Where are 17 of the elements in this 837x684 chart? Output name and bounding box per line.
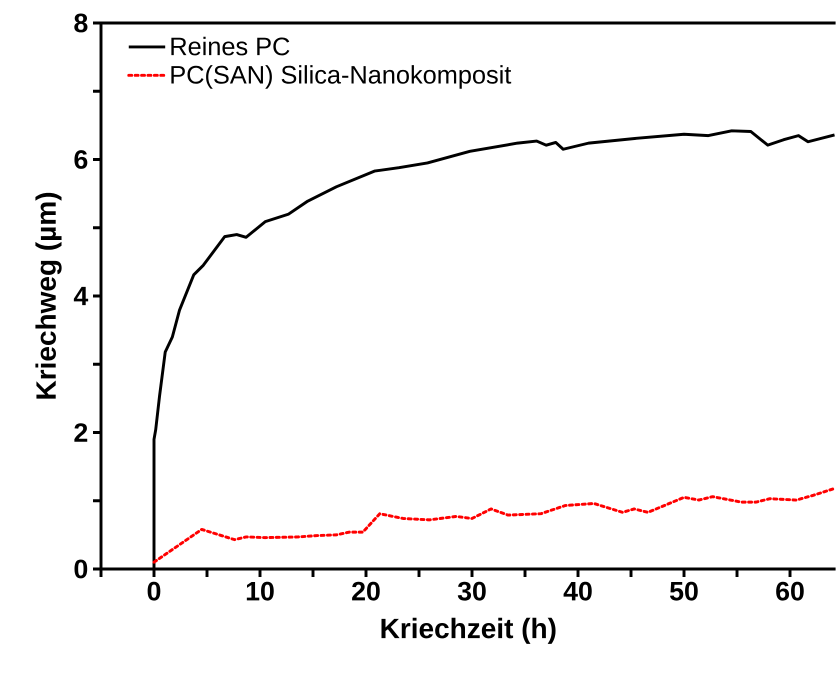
x-tick-label: 60 <box>776 582 804 601</box>
x-tick-label: 30 <box>458 582 486 601</box>
x-axis-title: Kriechzeit (h) <box>382 618 556 644</box>
line-series <box>152 486 836 564</box>
y-tick-label: 6 <box>74 150 88 169</box>
x-tick-label: 0 <box>148 582 160 601</box>
legend-label: Reines PC <box>171 36 290 56</box>
x-tick-label: 10 <box>246 582 274 601</box>
y-tick-label: 2 <box>74 423 88 442</box>
x-tick-label: 50 <box>670 582 698 601</box>
y-axis-title: Kriechweg (µm) <box>35 192 62 399</box>
legend-label: PC(SAN) Silica-Nanokomposit <box>171 65 512 89</box>
y-tick-label: 0 <box>74 560 88 578</box>
y-tick-label: 4 <box>74 286 88 306</box>
x-tick-label: 40 <box>564 582 592 601</box>
y-tick-label: 8 <box>74 14 88 32</box>
x-tick-label: 20 <box>352 582 380 601</box>
